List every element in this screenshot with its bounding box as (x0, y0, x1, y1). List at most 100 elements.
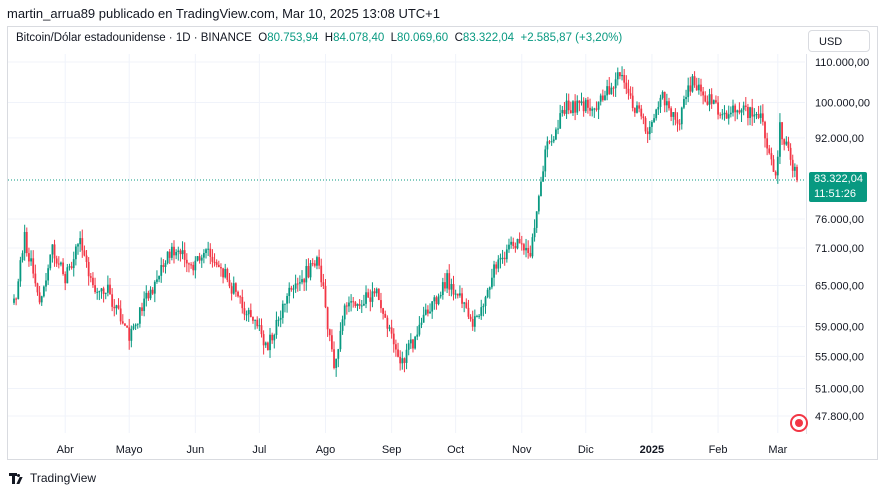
candle-body (141, 307, 143, 312)
candle-body (115, 305, 118, 309)
candle-body (45, 280, 47, 287)
symbol-name: Bitcoin/Dólar estadounidense · 1D · BINA… (16, 32, 252, 44)
candle-body (642, 116, 645, 119)
candle-body (360, 305, 363, 307)
candle-body (390, 327, 393, 334)
candle-body (691, 76, 694, 92)
candle-body (424, 309, 427, 315)
candle-body (454, 293, 457, 295)
candle-body (484, 297, 487, 307)
candle-body (79, 238, 82, 245)
candle-body (222, 268, 224, 278)
candle-body (770, 153, 773, 160)
price-tick-label: 92.000,00 (815, 133, 864, 145)
candle-body (580, 101, 583, 104)
candle-body (465, 302, 468, 308)
candle-body (119, 308, 122, 322)
candle-body (764, 121, 766, 139)
candle-body (623, 74, 626, 83)
time-axis: Abr Mayo Jun Jul Ago Sep Oct Nov Dic 2025 Feb Mar (57, 444, 788, 456)
candle-body (578, 100, 581, 104)
candle-body (540, 181, 542, 197)
candle-body (87, 261, 90, 277)
candle-body (249, 310, 252, 317)
candle-body (439, 294, 442, 297)
candle-body (260, 325, 263, 335)
candle-body (49, 254, 52, 269)
candle-body (318, 257, 320, 266)
candle-body (298, 282, 301, 284)
candle-body (358, 303, 361, 306)
candle-body (168, 251, 171, 258)
candle-body (676, 119, 679, 124)
candle-body (324, 285, 327, 308)
candle-body (446, 273, 449, 289)
candle-body (241, 296, 244, 309)
candle-body (599, 95, 602, 102)
candle-body (572, 101, 574, 114)
time-tick-label: Sep (382, 444, 402, 456)
candle-body (117, 305, 120, 309)
candle-body (303, 279, 306, 283)
candle-body (339, 330, 342, 350)
candle-body (503, 257, 506, 260)
candle-body (177, 250, 180, 252)
candle-body (495, 264, 498, 269)
time-tick-label: 2025 (640, 444, 664, 456)
candle-body (224, 268, 227, 278)
candle-body (591, 108, 594, 111)
candle-body (625, 82, 628, 89)
candle-body (747, 106, 749, 119)
candle-body (427, 309, 429, 314)
candle-body (382, 308, 384, 314)
candle-body (574, 101, 577, 113)
candle-body (175, 251, 178, 256)
chart-frame[interactable] (7, 26, 878, 460)
time-tick-label: Oct (447, 444, 464, 456)
candle-body (134, 324, 137, 327)
candle-body (77, 244, 79, 247)
candle-body (74, 246, 77, 260)
candle-body (62, 262, 64, 275)
currency-button[interactable]: USD (808, 30, 870, 52)
candle-body (388, 327, 391, 329)
candle-body (403, 358, 406, 363)
candle-body (70, 266, 73, 269)
candle-body (170, 246, 173, 258)
candle-body (732, 105, 734, 113)
candle-body (275, 320, 278, 335)
price-tick-label: 55.000,00 (815, 351, 864, 363)
candle-body (42, 286, 45, 297)
candle-body (781, 122, 783, 140)
candle-body (587, 99, 589, 108)
economic-event-icon[interactable] (790, 414, 808, 432)
candle-body (121, 321, 124, 324)
candle-body (330, 335, 333, 350)
candle-body (601, 95, 604, 101)
candle-body (292, 288, 295, 290)
candle-body (595, 108, 598, 110)
time-tick-label: Dic (578, 444, 594, 456)
candle-body (333, 349, 335, 368)
candle-body (211, 256, 214, 262)
candle-body (40, 296, 43, 303)
candle-body (113, 306, 116, 309)
candle-body (582, 101, 585, 112)
candle-body (729, 112, 732, 115)
candle-body (663, 92, 666, 106)
candle-body (202, 253, 205, 258)
candle-body (130, 328, 133, 341)
candle-body (431, 301, 434, 312)
candle-body (546, 141, 549, 150)
candle-body (151, 289, 154, 294)
candle-body (469, 316, 472, 320)
candle-body (412, 339, 414, 349)
candle-body (497, 259, 500, 269)
candle-body (386, 317, 389, 329)
candle-body (32, 258, 35, 274)
tradingview-logo[interactable]: TradingView (9, 471, 96, 485)
publisher-caption: martin_arrua89 publicado en TradingView.… (7, 6, 440, 21)
candle-body (136, 323, 139, 325)
candle-body (491, 277, 493, 288)
